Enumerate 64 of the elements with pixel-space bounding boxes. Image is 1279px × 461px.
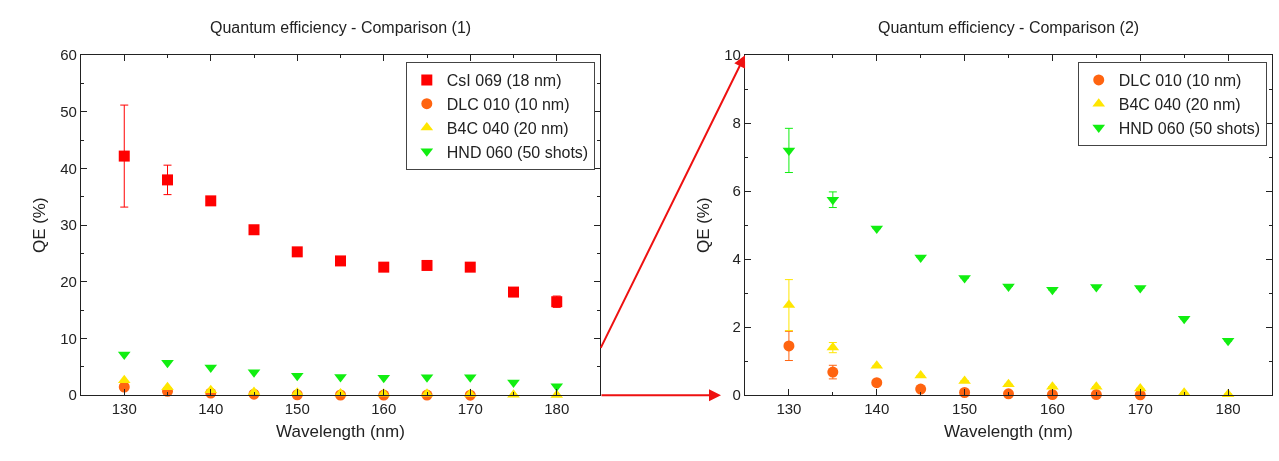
point <box>1002 378 1015 388</box>
y-tick-label: 10 <box>60 329 77 347</box>
x-axis-title: Wavelength (nm) <box>944 421 1073 441</box>
point <box>508 286 519 298</box>
point <box>915 383 927 395</box>
y-tick-label: 20 <box>60 273 77 291</box>
y-axis-title: QE (%) <box>29 197 49 254</box>
y-axis-title: QE (%) <box>693 197 713 254</box>
point <box>914 254 928 264</box>
x-tick-label: 160 <box>1039 400 1065 418</box>
point <box>378 261 390 273</box>
point <box>464 261 476 273</box>
y-tick-label: 30 <box>60 216 77 234</box>
point <box>291 246 303 258</box>
point <box>914 369 928 379</box>
point <box>161 381 174 391</box>
x-axis-title: Wavelength (nm) <box>276 421 405 441</box>
legend-label: DLC 010 (10 nm) <box>1118 72 1242 90</box>
legend-label: B4C 040 (20 nm) <box>1118 95 1241 113</box>
x-tick-label: 170 <box>1127 400 1153 418</box>
x-tick-label: 150 <box>284 400 310 418</box>
x-tick-label: 180 <box>1215 400 1241 418</box>
point <box>870 225 884 235</box>
point <box>335 255 346 267</box>
x-tick-label: 180 <box>544 400 570 418</box>
y-tick-label: 0 <box>732 386 741 404</box>
x-tick-label: 130 <box>776 400 802 418</box>
point <box>162 174 173 186</box>
x-tick-label: 170 <box>457 400 483 418</box>
point <box>204 384 218 394</box>
chart-title: Quantum efficiency - Comparison (1) <box>210 19 472 36</box>
point <box>248 224 260 236</box>
point <box>826 196 840 206</box>
point <box>161 359 174 369</box>
point <box>421 259 433 271</box>
legend-label: B4C 040 (20 nm) <box>446 119 569 137</box>
y-tick-label: 60 <box>60 46 77 64</box>
legend-label: HND 060 (50 shots) <box>1118 119 1261 137</box>
legend-label: DLC 010 (10 nm) <box>446 95 570 113</box>
y-tick-label: 2 <box>732 318 741 336</box>
point <box>871 377 883 389</box>
y-tick-label: 8 <box>732 114 741 132</box>
x-tick-label: 160 <box>371 400 397 418</box>
x-tick-label: 140 <box>864 400 890 418</box>
legend-label: HND 060 (50 shots) <box>446 143 589 161</box>
y-tick-label: 6 <box>732 182 741 200</box>
point <box>290 372 304 382</box>
point <box>1133 382 1147 392</box>
chart-title: Quantum efficiency - Comparison (2) <box>878 19 1140 36</box>
point <box>1177 315 1191 325</box>
legend-label: CsI 069 (18 nm) <box>446 72 562 90</box>
point <box>783 340 795 352</box>
y-tick-label: 4 <box>732 250 741 268</box>
y-tick-label: 40 <box>60 159 77 177</box>
x-tick-label: 140 <box>198 400 224 418</box>
point <box>959 386 971 398</box>
x-tick-label: 150 <box>952 400 978 418</box>
point <box>377 374 391 384</box>
y-tick-label: 10 <box>724 46 741 64</box>
x-tick-label: 130 <box>111 400 137 418</box>
point <box>205 195 217 207</box>
point <box>118 150 130 162</box>
y-tick-label: 0 <box>68 386 77 404</box>
y-tick-label: 50 <box>60 103 77 121</box>
